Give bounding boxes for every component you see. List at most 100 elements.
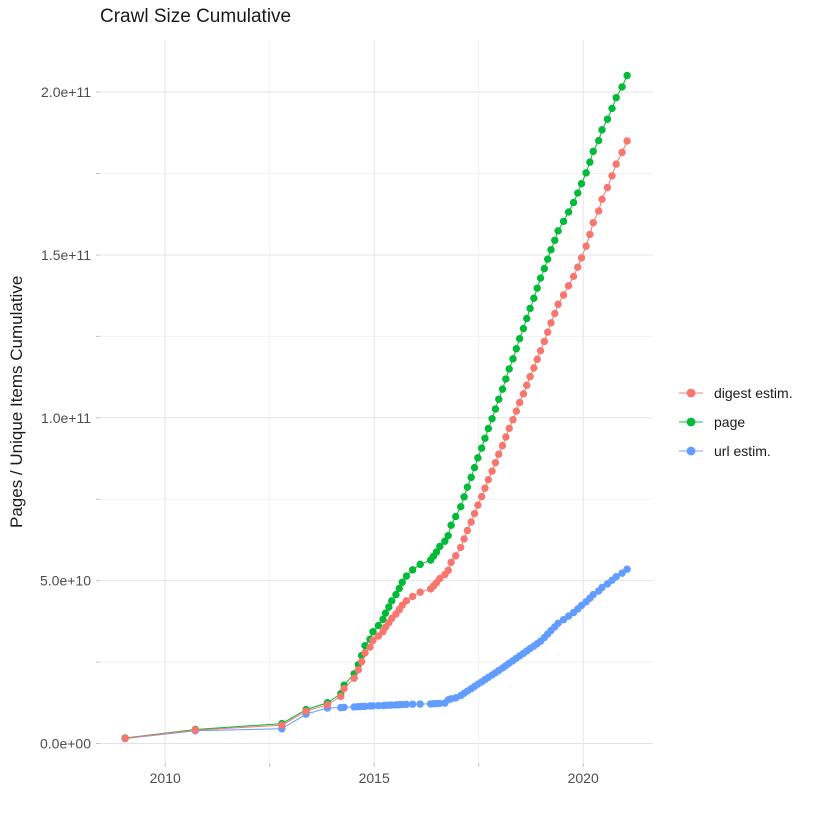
data-point bbox=[530, 364, 538, 372]
data-point bbox=[547, 246, 555, 254]
data-point bbox=[547, 319, 555, 327]
data-point bbox=[505, 424, 513, 433]
y-tick-label: 5.0e+10 bbox=[40, 573, 91, 589]
data-point bbox=[369, 702, 377, 710]
data-point bbox=[505, 365, 513, 373]
data-point bbox=[559, 291, 568, 299]
legend-key-digest-icon bbox=[679, 388, 703, 397]
data-point bbox=[540, 337, 549, 346]
data-point bbox=[460, 535, 468, 543]
data-point bbox=[536, 274, 545, 282]
data-point bbox=[366, 643, 374, 651]
data-point bbox=[463, 526, 472, 535]
data-point bbox=[457, 502, 465, 511]
data-point bbox=[515, 334, 524, 343]
data-point bbox=[495, 395, 503, 403]
y-tick-label: 1.0e+11 bbox=[41, 410, 91, 426]
data-point bbox=[554, 300, 562, 308]
data-point bbox=[612, 93, 620, 102]
data-point bbox=[598, 126, 606, 134]
data-point bbox=[416, 560, 424, 569]
data-point bbox=[477, 492, 486, 501]
legend-key-page-icon bbox=[679, 417, 703, 426]
data-point bbox=[491, 405, 500, 413]
series-line-page bbox=[125, 75, 628, 739]
data-point bbox=[495, 450, 503, 458]
data-point bbox=[432, 548, 441, 556]
data-point bbox=[589, 147, 597, 156]
data-point bbox=[523, 381, 531, 389]
data-point bbox=[441, 537, 449, 545]
data-point bbox=[612, 573, 620, 581]
data-point bbox=[484, 424, 493, 433]
data-point bbox=[408, 700, 417, 708]
data-point bbox=[574, 189, 582, 197]
legend-label-page: page bbox=[714, 413, 746, 430]
data-point bbox=[574, 263, 582, 271]
legend-label-digest: digest estim. bbox=[714, 384, 793, 401]
data-point bbox=[551, 236, 559, 244]
data-point bbox=[447, 558, 455, 567]
data-point bbox=[337, 692, 345, 701]
data-point bbox=[481, 484, 489, 492]
data-point bbox=[452, 512, 460, 521]
data-point bbox=[491, 459, 500, 467]
data-point bbox=[502, 375, 510, 383]
legend: digest estim. page url estim. bbox=[678, 378, 793, 465]
data-point bbox=[618, 148, 626, 157]
y-axis-title: Pages / Unique Items Cumulative bbox=[7, 275, 26, 528]
data-point bbox=[623, 565, 631, 573]
data-point bbox=[436, 542, 444, 551]
data-point bbox=[554, 227, 562, 235]
data-point bbox=[408, 566, 417, 574]
data-point bbox=[533, 355, 541, 364]
data-point bbox=[608, 104, 616, 113]
legend-item-digest: digest estim. bbox=[678, 378, 793, 407]
data-point bbox=[502, 433, 510, 441]
data-point bbox=[340, 703, 348, 712]
data-point bbox=[598, 195, 606, 203]
data-point bbox=[402, 572, 411, 580]
data-point bbox=[408, 592, 417, 601]
data-point bbox=[577, 254, 586, 262]
data-point bbox=[603, 115, 612, 123]
data-point bbox=[533, 284, 541, 292]
data-point bbox=[484, 475, 493, 484]
data-point bbox=[509, 416, 517, 424]
chart-title: Crawl Size Cumulative bbox=[100, 6, 292, 27]
data-point bbox=[444, 566, 452, 575]
data-point bbox=[388, 597, 396, 605]
data-point bbox=[340, 684, 348, 693]
data-point bbox=[477, 444, 486, 452]
data-point bbox=[589, 219, 597, 227]
data-point bbox=[569, 272, 578, 281]
data-point bbox=[402, 700, 411, 709]
data-point bbox=[350, 674, 358, 682]
legend-item-page: page bbox=[678, 407, 793, 436]
data-point bbox=[463, 483, 472, 491]
data-point bbox=[582, 169, 590, 177]
data-point bbox=[457, 543, 465, 552]
data-point bbox=[564, 208, 573, 216]
data-point bbox=[586, 230, 594, 239]
data-point bbox=[488, 467, 496, 475]
data-point bbox=[543, 328, 552, 336]
data-point bbox=[559, 217, 568, 226]
series-line-digestestim bbox=[125, 140, 628, 739]
data-point bbox=[302, 707, 310, 715]
data-point bbox=[444, 531, 452, 540]
data-point bbox=[323, 701, 332, 709]
legend-label-url: url estim. bbox=[714, 442, 771, 459]
data-point bbox=[540, 264, 549, 273]
data-point bbox=[526, 372, 534, 381]
data-point bbox=[470, 463, 479, 472]
data-point bbox=[509, 355, 517, 363]
data-point bbox=[191, 726, 200, 734]
data-point bbox=[392, 590, 400, 599]
data-point bbox=[361, 649, 369, 657]
data-point bbox=[526, 304, 534, 313]
y-tick-label: 2.0e+11 bbox=[41, 84, 91, 100]
data-point bbox=[554, 619, 562, 627]
data-point bbox=[603, 183, 612, 192]
